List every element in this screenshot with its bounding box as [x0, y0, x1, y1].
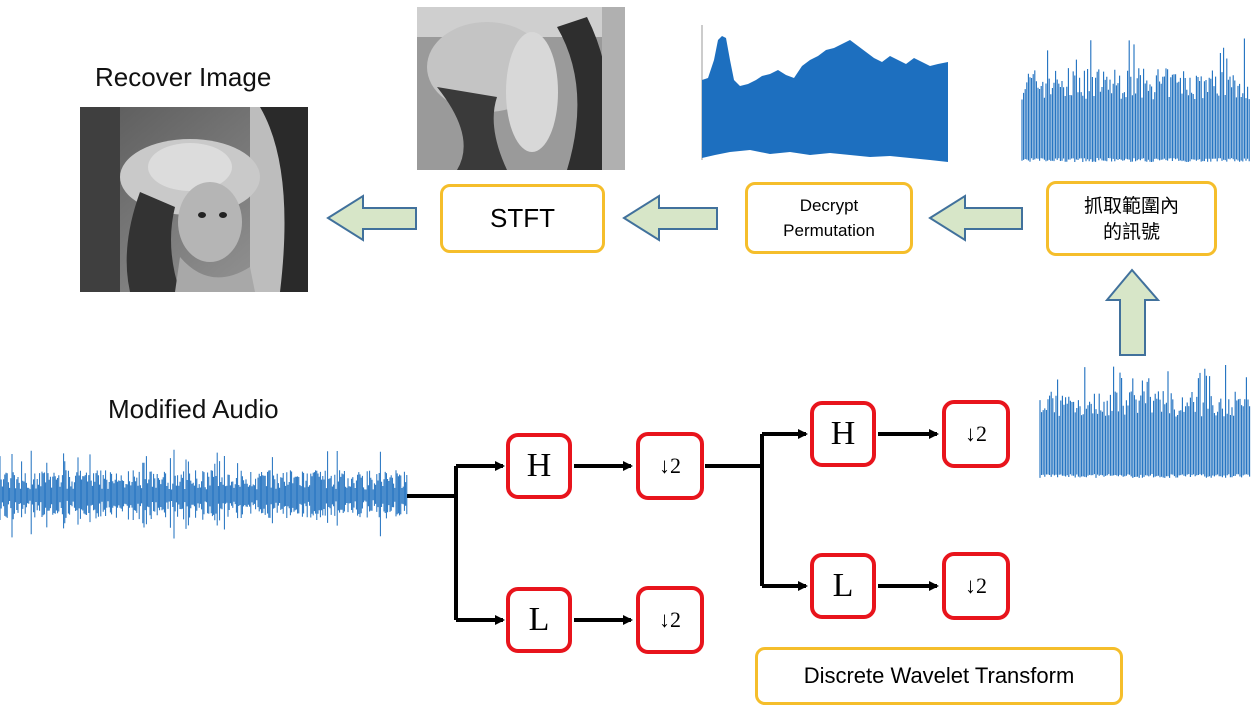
recovered-image	[80, 107, 308, 292]
decrypt-permutation-box: Decrypt Permutation	[745, 182, 913, 254]
block-arrow-decrypt	[928, 194, 1023, 242]
band-waveform-right	[1039, 365, 1251, 478]
downsample-low-1: ↓2	[636, 586, 704, 654]
downsample-low-2: ↓2	[942, 552, 1010, 620]
modified-audio-label: Modified Audio	[108, 394, 279, 424]
high-pass-filter-2: H	[810, 401, 876, 467]
low-pass-filter-2: L	[810, 553, 876, 619]
modified-audio-waveform	[0, 449, 408, 539]
extract-signal-box: 抓取範圍內 的訊號	[1046, 181, 1217, 256]
envelope-waveform	[701, 25, 948, 162]
stft-box: STFT	[440, 184, 605, 253]
block-arrow-up	[1104, 268, 1161, 356]
band-waveform-top	[1021, 38, 1250, 162]
spectrogram-image	[417, 7, 625, 170]
high-pass-filter-1: H	[506, 433, 572, 499]
connector-lines	[407, 429, 939, 625]
downsample-high-1: ↓2	[636, 432, 704, 500]
block-arrow-stft	[622, 194, 718, 242]
dwt-box: Discrete Wavelet Transform	[755, 647, 1123, 705]
recover-image-label: Recover Image	[95, 62, 272, 92]
block-arrow-recover	[326, 194, 417, 242]
downsample-high-2: ↓2	[942, 400, 1010, 468]
low-pass-filter-1: L	[506, 587, 572, 653]
